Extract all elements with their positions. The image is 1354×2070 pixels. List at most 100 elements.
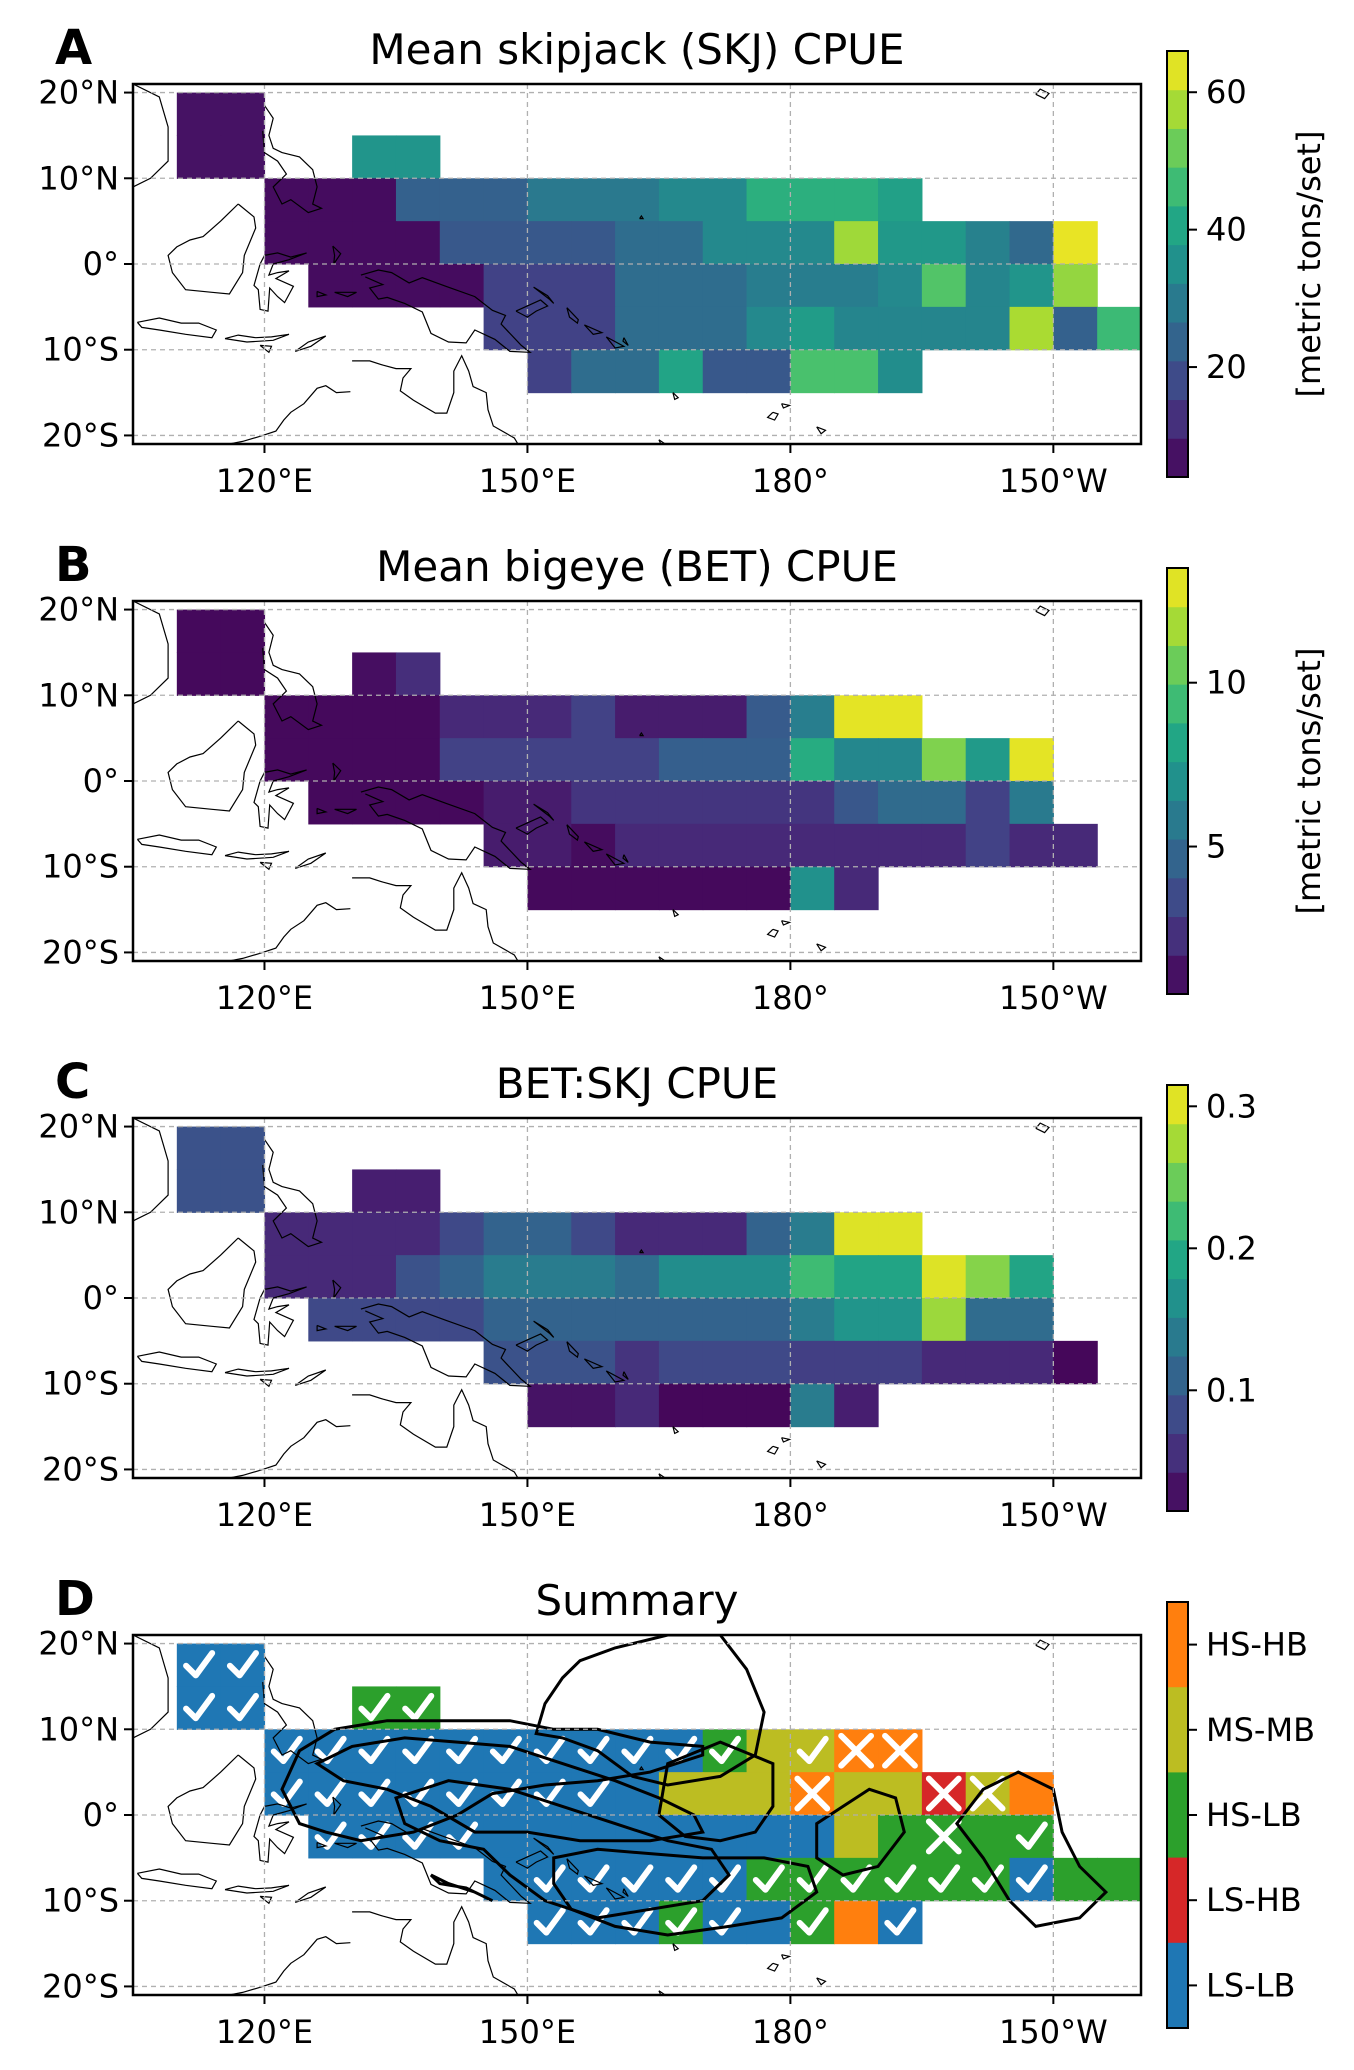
heatmap-cell xyxy=(790,178,835,222)
colorbar-segment xyxy=(1167,322,1188,362)
colorbar: 20 40 60 [metric tons/set] xyxy=(1166,50,1328,478)
heatmap-cell xyxy=(746,1729,791,1773)
coastline xyxy=(136,317,218,339)
heatmap-cell xyxy=(921,1298,967,1342)
colorbar-segment xyxy=(1167,955,1188,995)
colorbar-segment xyxy=(1167,1687,1188,1773)
y-tick-label: 10°N xyxy=(38,1193,119,1231)
heatmap-cell xyxy=(790,1212,835,1256)
heatmap-cell xyxy=(878,221,923,265)
heatmap-cell xyxy=(395,781,441,825)
coastline xyxy=(566,1341,579,1359)
panel-d: D Summary 120°E 150°E 180° 150°W 20°N 10°N 0° 10°… xyxy=(38,1571,1315,2051)
heatmap-cell xyxy=(702,1340,748,1385)
heatmap-cell xyxy=(878,1298,923,1342)
heatmap-cell xyxy=(439,1255,485,1299)
coastline xyxy=(224,850,290,860)
heatmap-cell xyxy=(571,221,616,265)
coastline xyxy=(672,909,680,918)
coastline xyxy=(253,252,307,312)
cells xyxy=(176,1126,1098,1428)
heatmap-cell xyxy=(878,781,923,825)
colorbar-segment xyxy=(1167,1123,1188,1163)
coastline xyxy=(658,956,667,961)
coastline xyxy=(224,333,290,343)
heatmap-cell xyxy=(615,349,660,394)
heatmap-cell xyxy=(220,609,266,654)
heatmap-cell xyxy=(615,264,660,308)
heatmap-cell xyxy=(702,349,748,394)
zone-outline xyxy=(815,1787,906,1877)
check-mark xyxy=(402,1821,435,1850)
colorbar-tick-label: 0.1 xyxy=(1206,1371,1257,1409)
coastline xyxy=(294,1886,327,1903)
colorbar-segment xyxy=(1167,1942,1188,2029)
heatmap-cell xyxy=(921,264,967,308)
check-mark xyxy=(1015,1864,1048,1893)
heatmap-cell xyxy=(615,1255,660,1299)
heatmap-cell xyxy=(439,1298,485,1342)
check-mark xyxy=(577,1735,610,1765)
colorbar-tick-label: HS-HB xyxy=(1206,1626,1308,1664)
heatmap-cell xyxy=(746,1212,791,1256)
colorbar-segment xyxy=(1167,399,1188,439)
gridlines xyxy=(133,1118,1141,1478)
heatmap-cell xyxy=(746,823,791,868)
zone-outline xyxy=(429,1873,494,1903)
heatmap-cell xyxy=(264,738,309,782)
x-tick-label: 150°E xyxy=(479,1496,576,1534)
coastline xyxy=(352,1905,519,1995)
heatmap-cell xyxy=(658,1298,704,1342)
heatmap-cell xyxy=(395,264,441,308)
coastline xyxy=(259,861,273,871)
heatmap-cell xyxy=(834,1383,879,1428)
colorbar-segment xyxy=(1167,1317,1188,1357)
x-tick-label: 120°E xyxy=(216,462,313,500)
coastline xyxy=(352,1388,519,1478)
heatmap-cell xyxy=(658,823,704,868)
y-tick-label: 20°N xyxy=(38,1108,119,1146)
heatmap-cell xyxy=(878,264,923,308)
x-tick-label: 150°E xyxy=(479,2013,576,2051)
heatmap-cell xyxy=(395,1212,441,1256)
x-tick-label: 150°W xyxy=(999,462,1108,500)
check-mark xyxy=(796,1735,829,1765)
colorbar-segment xyxy=(1167,645,1188,685)
y-tick-label: 0° xyxy=(83,245,119,283)
heatmap-cell xyxy=(834,264,879,308)
heatmap-cell xyxy=(834,1298,879,1342)
heatmap-cell xyxy=(308,221,353,265)
heatmap-cell xyxy=(615,1212,660,1256)
heatmap-cell xyxy=(658,349,704,394)
colorbar-label: [metric tons/set] xyxy=(1290,131,1328,398)
heatmap-cell xyxy=(658,1255,704,1299)
heatmap-cell xyxy=(965,823,1011,868)
coastline xyxy=(133,601,169,705)
heatmap-cell xyxy=(834,1212,879,1256)
heatmap-cell xyxy=(308,695,353,739)
check-mark xyxy=(577,1778,610,1807)
coastline xyxy=(334,1325,357,1332)
colorbar-segment xyxy=(1167,1085,1188,1125)
coastline xyxy=(253,1803,307,1863)
coastline xyxy=(316,807,328,815)
heatmap-cell xyxy=(571,695,616,739)
colorbar-segment xyxy=(1167,877,1188,918)
heatmap-cell xyxy=(746,1815,791,1859)
heatmap-cell xyxy=(527,264,572,308)
heatmap-cell xyxy=(965,738,1011,782)
coastline xyxy=(133,1635,169,1739)
heatmap-cell xyxy=(527,1212,572,1256)
heatmap-cell xyxy=(571,1212,616,1256)
heatmap-cell xyxy=(571,1255,616,1299)
heatmap-cell xyxy=(746,1298,791,1342)
heatmap-cell xyxy=(483,1255,529,1299)
check-mark xyxy=(621,1907,654,1936)
heatmap-cell xyxy=(1053,264,1098,308)
colorbar-tick-label: LS-HB xyxy=(1206,1881,1302,1919)
heatmap-cell xyxy=(615,221,660,265)
heatmap-cell xyxy=(834,1900,879,1945)
heatmap-cell xyxy=(527,695,572,739)
heatmap-cell xyxy=(658,738,704,782)
coastline xyxy=(229,1936,351,1995)
